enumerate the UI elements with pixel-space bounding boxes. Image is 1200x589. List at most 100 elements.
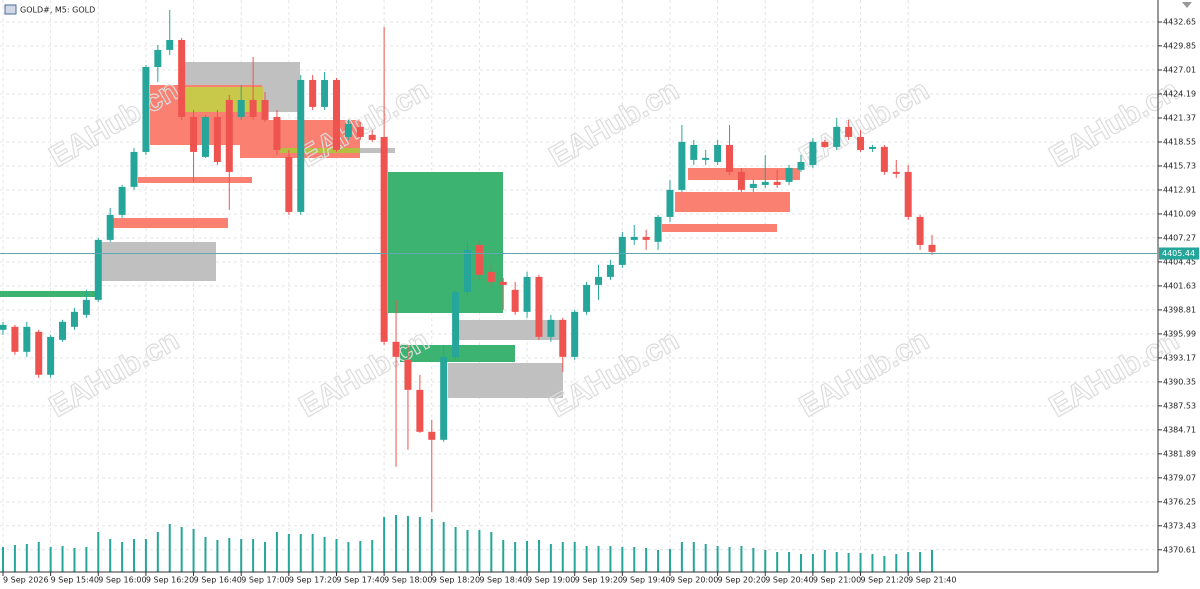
candle-body [190,116,198,152]
y-tick-label: 4387.53 [1163,401,1196,410]
volume-bar [216,540,219,572]
chart-icon [4,4,17,15]
zone [280,148,360,153]
x-tick-label: 9 Sep 18:20 [432,576,480,585]
candle-body [821,141,829,147]
candle-body [749,183,757,188]
y-tick-label: 4424.19 [1163,90,1196,99]
volume-bar [478,530,481,572]
candle-body [928,244,936,252]
volume-bar [633,547,636,572]
candle-body [82,299,90,315]
zone [662,224,777,232]
volume-bar [430,519,433,572]
candle-body [487,271,495,282]
candle-body [106,214,114,240]
volume-bar [442,522,445,572]
volume-bar [61,546,64,572]
volume-bar [466,530,469,572]
volume-bar [502,540,505,572]
volume-bar [192,529,195,572]
volume-bar [97,532,100,572]
volume-bar [371,540,374,572]
candle-body [0,324,7,330]
volume-bar [549,544,552,572]
y-tick-label: 4410.09 [1163,209,1196,218]
volume-bar [919,552,922,572]
candle-body [475,244,483,275]
zone [100,242,216,281]
y-tick-label: 4376.25 [1163,497,1196,506]
volume-bar [680,542,683,572]
candle-body [880,146,888,172]
x-tick-label: 9 Sep 17:40 [336,576,384,585]
y-tick-label: 4415.73 [1163,161,1196,170]
y-tick-label: 4393.17 [1163,353,1196,362]
volume-bar [252,539,255,572]
candle-body [356,126,364,137]
x-tick-label: 9 Sep 18:00 [384,576,432,585]
candle-body [785,167,793,182]
volume-bar [645,548,648,572]
x-tick-label: 9 Sep 20:40 [765,576,813,585]
volume-bar [121,542,124,572]
candle-body [142,66,150,152]
volume-bar [764,550,767,572]
y-tick-label: 4370.61 [1163,545,1196,554]
y-tick-label: 4432.65 [1163,18,1196,27]
zone [448,363,563,398]
x-tick-label: 9 Sep 16:20 [146,576,194,585]
x-tick-label: 9 Sep 17:20 [289,576,337,585]
candle-body [547,319,555,337]
chart-title: GOLD#, M5: GOLD [20,6,95,15]
volume-bar [514,542,517,572]
candle-body [559,319,567,357]
y-tick-label: 4384.71 [1163,425,1196,434]
volume-bar [25,544,28,572]
y-tick-label: 4390.35 [1163,377,1196,386]
x-tick-label: 9 Sep 16:00 [98,576,146,585]
x-tick-label: 9 Sep 2026 [3,576,49,585]
candle-body [535,276,543,337]
candle-body [761,181,769,185]
candle-body [892,171,900,174]
volume-bar [716,546,719,572]
x-tick-label: 9 Sep 20:00 [670,576,718,585]
candle-body [857,136,865,150]
volume-bar [204,537,207,572]
candle-body [726,144,734,172]
y-tick-label: 4401.63 [1163,281,1196,290]
candle-body [285,156,293,212]
x-tick-label: 9 Sep 18:40 [479,576,527,585]
candle-body [249,99,257,117]
candle-body [868,146,876,149]
candle-body [833,126,841,147]
volume-bar [180,527,183,572]
volume-bar [561,542,564,572]
candle-body [916,216,924,245]
candle-body [392,341,400,357]
volume-bar [264,542,267,572]
y-tick-label: 4404.45 [1163,257,1196,266]
volume-bar [609,546,612,572]
volume-bar [752,548,755,572]
volume-bar [823,550,826,572]
candle-body [452,291,460,357]
candle-body [678,141,686,190]
volume-bar [871,554,874,572]
candle-body [154,49,162,67]
volume-bar [299,534,302,572]
candle-body [166,39,174,50]
zone [675,192,790,212]
volume-bar [37,542,40,572]
zone [360,148,395,153]
volume-bar [931,550,933,572]
candle-body [309,79,317,107]
candle-body [666,189,674,217]
zone [113,218,228,228]
candle-body [737,171,745,190]
x-tick-label: 9 Sep 20:20 [718,576,766,585]
candle-body [201,116,209,157]
volume-bar [776,552,779,572]
